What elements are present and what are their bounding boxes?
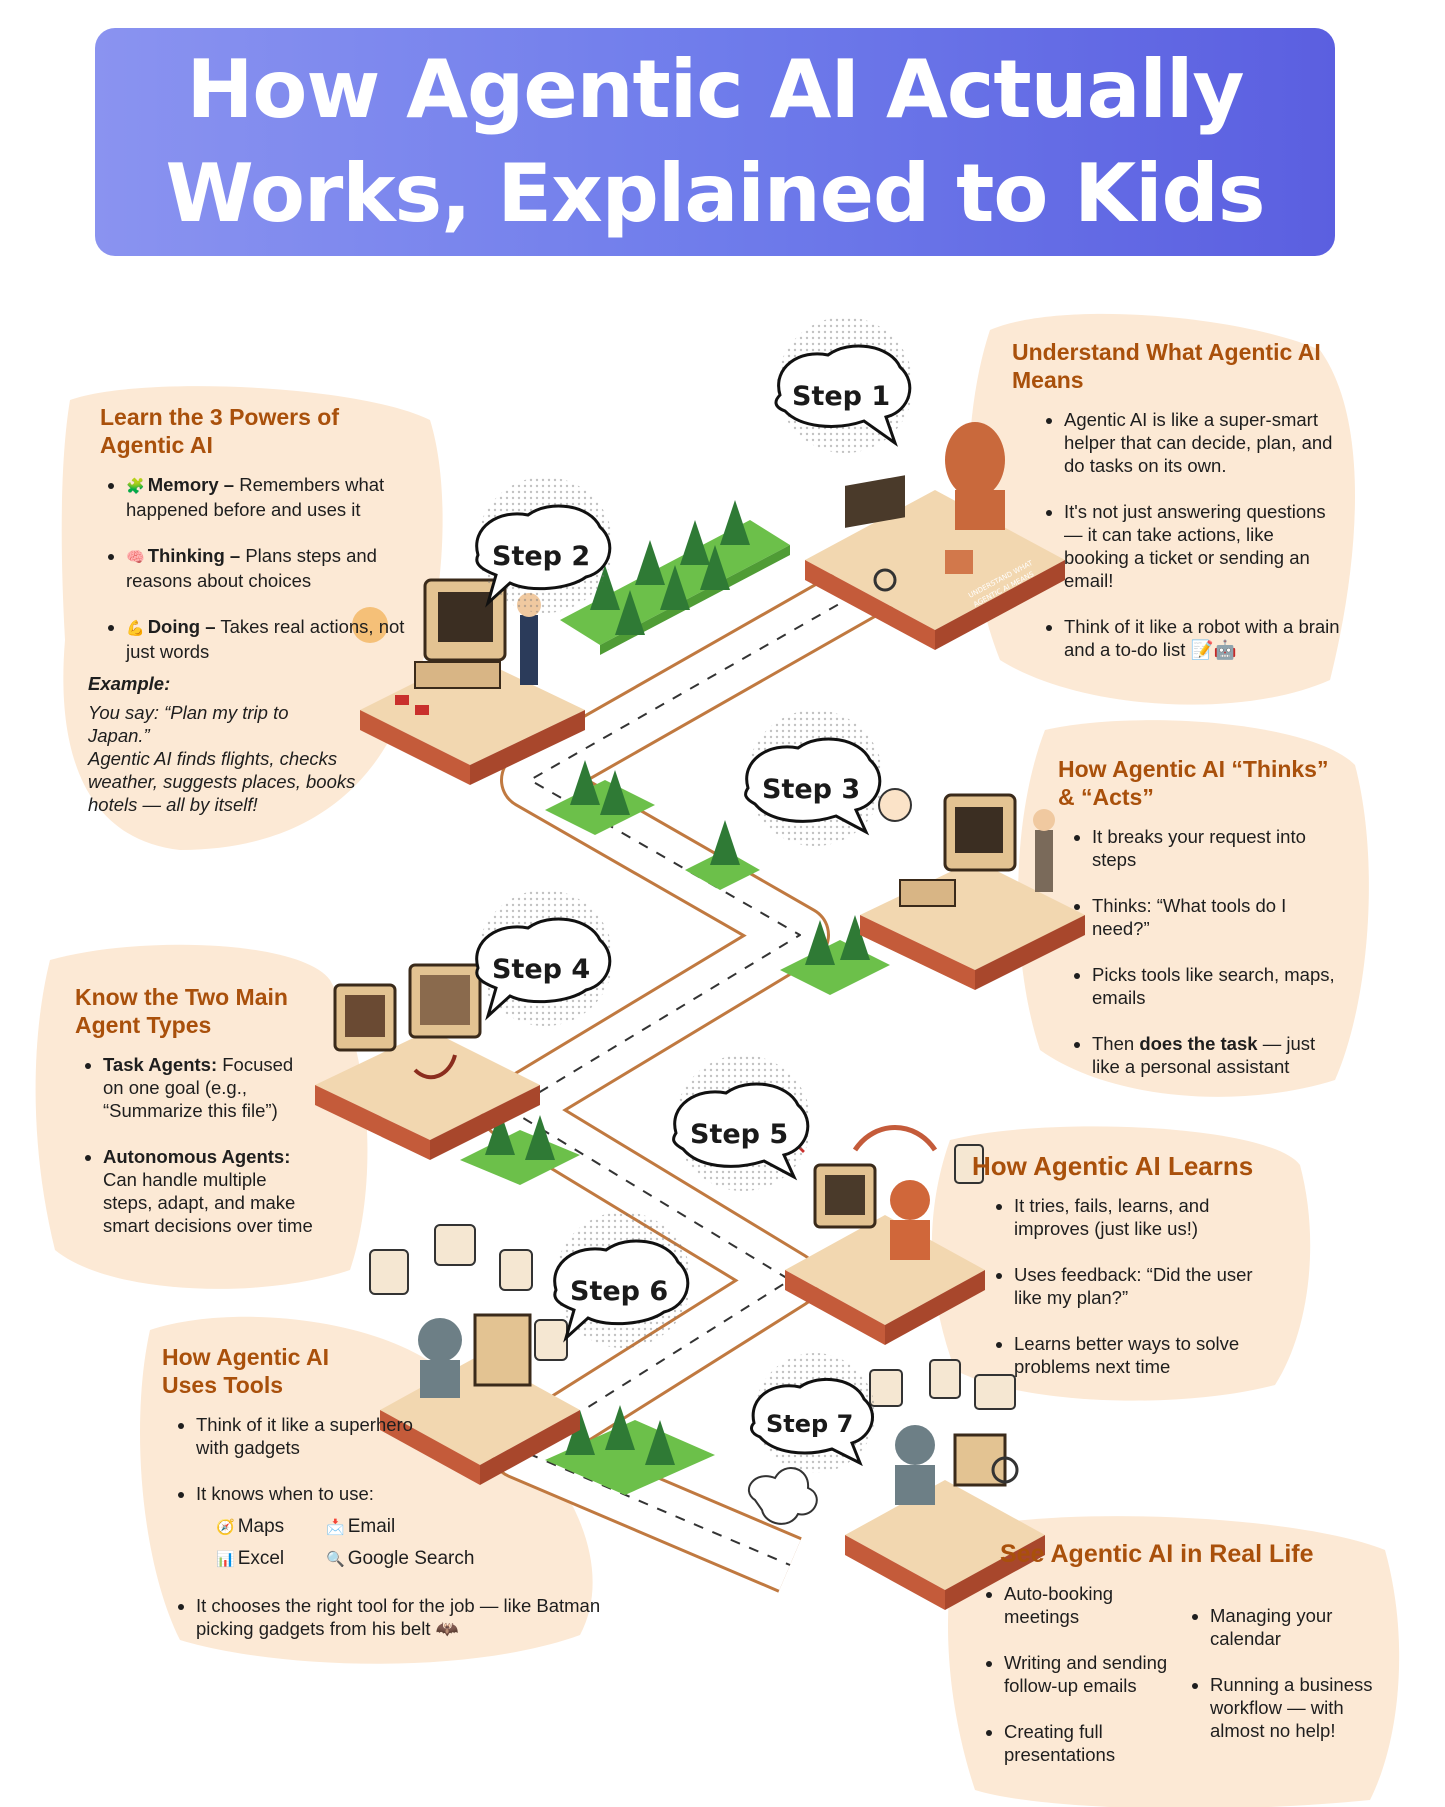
list-item: Autonomous Agents: Can handle multiple s… <box>103 1145 315 1237</box>
magnifier-icon: 🔍 <box>326 1551 345 1568</box>
panel-step-2-list: 🧩Memory – Remembers what happened before… <box>88 473 428 663</box>
list-item: Auto-booking meetings <box>1004 1582 1184 1628</box>
puzzle-icon: 🧩 <box>126 478 145 495</box>
dust-cloud <box>748 1467 818 1525</box>
list-item: Uses feedback: “Did the user like my pla… <box>1014 1263 1272 1309</box>
tool-maps: 🧭 Maps <box>216 1516 285 1537</box>
title-banner: How Agentic AI Actually Works, Explained… <box>95 28 1335 256</box>
tree-patch-bottom <box>545 1405 715 1495</box>
panel-step-2: Learn the 3 Powers of Agentic AI 🧩Memory… <box>88 403 428 816</box>
muscle-icon: 💪 <box>126 620 145 637</box>
tool-excel: 📊 Excel <box>216 1548 285 1569</box>
step-1-label: Step 1 <box>792 381 890 412</box>
list-item: Think of it like a robot with a brain an… <box>1064 615 1342 661</box>
tile-step-3 <box>860 788 1085 990</box>
step-7-bubble: Step 7 <box>750 1353 875 1473</box>
list-item: 🧩Memory – Remembers what happened before… <box>126 473 428 521</box>
panel-step-7-title: See Agentic AI in Real Life <box>1000 1540 1314 1568</box>
panel-step-1-title: Understand What Agentic AI Means <box>1012 339 1321 393</box>
panel-step-6: How Agentic AI Uses Tools Think of it li… <box>162 1343 612 1640</box>
panel-step-6-title: How Agentic AI Uses Tools <box>162 1344 329 1398</box>
panel-step-5-list: It tries, fails, learns, and improves (j… <box>972 1194 1272 1378</box>
panel-step-1-list: Agentic AI is like a super-smart helper … <box>1012 408 1342 661</box>
list-item: It's not just answering questions — it c… <box>1064 500 1342 592</box>
tree-patch-lower <box>460 1110 580 1185</box>
brain-icon: 🧠 <box>126 549 145 566</box>
step-6-bubble: Step 6 <box>553 1212 691 1348</box>
list-item: Running a business workflow — with almos… <box>1210 1673 1380 1742</box>
step-2-label: Step 2 <box>492 541 590 572</box>
example-line: You say: “Plan my trip to Japan.” <box>88 702 289 746</box>
list-item: It tries, fails, learns, and improves (j… <box>1014 1194 1272 1240</box>
list-item: Then does the task — just like a persona… <box>1092 1032 1348 1078</box>
title-line-1: How Agentic AI Actually <box>186 43 1244 136</box>
step-7-label: Step 7 <box>766 1410 853 1438</box>
compass-icon: 🧭 <box>216 1519 235 1536</box>
example-body: You say: “Plan my trip to Japan.” Agenti… <box>88 701 388 816</box>
bar-chart-icon: 📊 <box>216 1551 235 1568</box>
tool-google-search: 🔍 Google Search <box>326 1548 475 1569</box>
step-3-bubble: Step 3 <box>744 710 883 846</box>
step-5-label: Step 5 <box>690 1119 788 1150</box>
step-2-bubble: Step 2 <box>475 477 613 613</box>
tree-patch-mid <box>780 915 890 995</box>
step-6-label: Step 6 <box>570 1276 668 1307</box>
tile-step-6 <box>369 1224 580 1485</box>
step-4-label: Step 4 <box>492 954 590 985</box>
list-item: 💪Doing – Takes real actions, not just wo… <box>126 615 428 663</box>
tile-step-7 <box>845 1359 1045 1610</box>
list-item: Learns better ways to solve problems nex… <box>1014 1332 1272 1378</box>
tree-patch-top <box>560 500 790 655</box>
panel-step-5: How Agentic AI Learns It tries, fails, l… <box>972 1152 1272 1378</box>
example-title: Example: <box>88 673 171 694</box>
panel-backgrounds <box>35 313 1400 1807</box>
list-item: Picks tools like search, maps, emails <box>1092 963 1348 1009</box>
panel-step-3-list: It breaks your request into steps Thinks… <box>1058 825 1348 1078</box>
panel-step-3-title: How Agentic AI “Thinks” & “Acts” <box>1058 756 1329 810</box>
list-item: Managing your calendar <box>1210 1604 1380 1650</box>
panel-step-5-title: How Agentic AI Learns <box>972 1151 1254 1181</box>
panel-step-7: See Agentic AI in Real Life Auto-booking… <box>1000 1540 1400 1766</box>
list-item: Think of it like a superhero with gadget… <box>196 1413 441 1459</box>
step-1-bubble: Step 1 <box>774 317 913 453</box>
list-item: Writing and sending follow-up emails <box>1004 1651 1184 1697</box>
list-item: Task Agents: Focused on one goal (e.g., … <box>103 1053 315 1122</box>
page-title: How Agentic AI Actually Works, Explained… <box>165 38 1266 246</box>
tree-patch-left <box>545 760 760 890</box>
step-tiles: UNDERSTAND WHAT AGENTIC AI MEANS <box>315 422 1085 1610</box>
step-5-bubble: Step 5 <box>672 1055 811 1191</box>
panel-step-7-col-2: Managing your calendar Running a busines… <box>1206 1604 1380 1766</box>
tile-step-4 <box>315 963 540 1160</box>
panel-step-6-list: Think of it like a superhero with gadget… <box>162 1413 612 1640</box>
step-4-bubble: Step 4 <box>475 890 613 1026</box>
panel-step-1: Understand What Agentic AI Means Agentic… <box>1012 338 1342 661</box>
list-item: Agentic AI is like a super-smart helper … <box>1064 408 1342 477</box>
list-item: Creating full presentations <box>1004 1720 1184 1766</box>
panel-step-4: Know the Two Main Agent Types Task Agent… <box>75 983 315 1237</box>
list-item: It breaks your request into steps <box>1092 825 1348 871</box>
title-line-2: Works, Explained to Kids <box>165 147 1266 240</box>
tools-grid: 🧭 Maps 📩 Email 📊 Excel 🔍 Google Search <box>216 1515 612 1571</box>
step-bubbles: Step 1 Step 2 Step 3 Step 4 Step 5 Step … <box>475 317 913 1473</box>
envelope-icon: 📩 <box>326 1519 345 1536</box>
panel-step-7-columns: Auto-booking meetings Writing and sendin… <box>1000 1582 1400 1766</box>
tile-step-1: UNDERSTAND WHAT AGENTIC AI MEANS <box>805 422 1065 650</box>
list-item: It chooses the right tool for the job — … <box>196 1594 606 1640</box>
tool-email: 📩 Email <box>326 1516 396 1537</box>
list-item: It knows when to use: 🧭Maps 📩Email 📊Exce… <box>196 1482 612 1571</box>
panel-step-4-title: Know the Two Main Agent Types <box>75 984 288 1038</box>
list-item: Thinks: “What tools do I need?” <box>1092 894 1348 940</box>
list-item: 🧠Thinking – Plans steps and reasons abou… <box>126 544 428 592</box>
panel-step-2-title: Learn the 3 Powers of Agentic AI <box>100 404 340 458</box>
panel-step-4-list: Task Agents: Focused on one goal (e.g., … <box>75 1053 315 1237</box>
panel-step-7-col-1: Auto-booking meetings Writing and sendin… <box>1000 1582 1184 1766</box>
step-3-label: Step 3 <box>762 774 860 805</box>
tree-patches <box>460 500 890 1495</box>
example-line: Agentic AI finds flights, checks weather… <box>88 748 356 815</box>
panel-step-3: How Agentic AI “Thinks” & “Acts” It brea… <box>1058 755 1348 1078</box>
